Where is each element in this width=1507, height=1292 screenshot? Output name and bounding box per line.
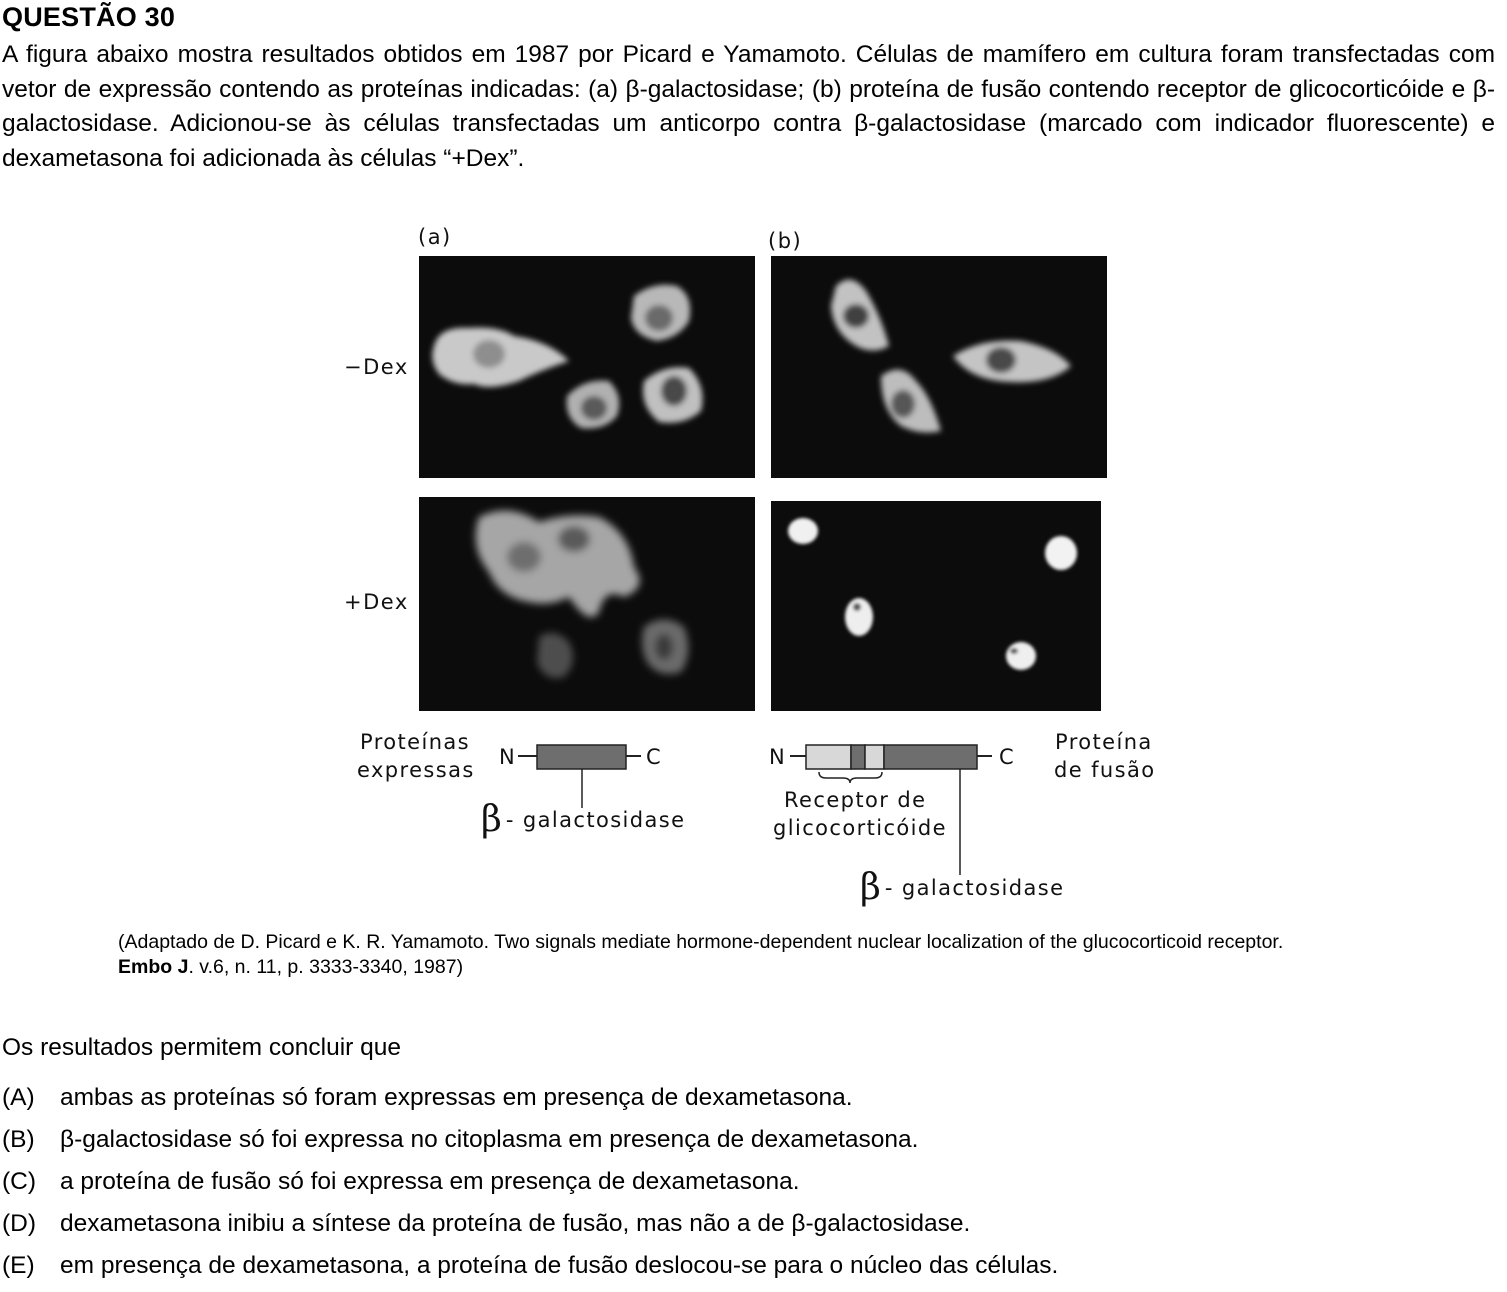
- citation-details: . v.6, n. 11, p. 3333-3340, 1987): [188, 956, 464, 978]
- option-text: dexametasona inibiu a síntese da proteín…: [60, 1210, 971, 1237]
- construct-a-n-terminus: N: [499, 745, 517, 769]
- option-text: em presença de dexametasona, a proteína …: [60, 1252, 1059, 1279]
- beta-symbol-b: β: [860, 867, 881, 908]
- fusion-protein-line1: Proteína: [1055, 730, 1153, 754]
- question-title: QUESTÃO 30: [2, 2, 176, 32]
- construct-a-beta-gal-bar: [536, 744, 627, 770]
- column-a-label: (a): [418, 225, 452, 249]
- proteins-expressed-line1: Proteínas: [360, 730, 471, 754]
- option-letter: (A): [2, 1084, 35, 1111]
- column-b-label: (b): [768, 229, 803, 253]
- option-letter: (B): [2, 1126, 35, 1153]
- row-plus-dex-label: +Dex: [344, 590, 409, 614]
- receptor-brace: [818, 771, 883, 784]
- fusion-protein-line2: de fusão: [1054, 758, 1156, 782]
- beta-symbol-a: β: [481, 799, 502, 840]
- construct-b-receptor-segment-1: [805, 744, 852, 770]
- option-text: a proteína de fusão só foi expressa em p…: [60, 1168, 800, 1195]
- receptor-label-line1: Receptor de: [784, 788, 927, 812]
- beta-gal-text-a: - galactosidase: [505, 808, 686, 832]
- figure-citation: (Adaptado de D. Picard e K. R. Yamamoto.…: [118, 930, 1495, 980]
- question-stem: A figura abaixo mostra resultados obtido…: [2, 41, 1495, 172]
- construct-b-c-terminus: C: [999, 745, 1016, 769]
- proteins-expressed-line2: expressas: [357, 758, 475, 782]
- citation-journal: Embo J: [118, 956, 189, 978]
- construct-b-n-terminus: N: [769, 745, 787, 769]
- question-prompt: Os resultados permitem concluir que: [2, 1034, 401, 1061]
- micrograph-a-plus-dex: [419, 497, 755, 711]
- construct-b-beta-gal-bar: [883, 744, 978, 770]
- beta-gal-text-b: - galactosidase: [884, 876, 1065, 900]
- option-letter: (E): [2, 1252, 35, 1279]
- option-text: ambas as proteínas só foram expressas em…: [60, 1084, 853, 1111]
- construct-b-beta-gal-label: β- galactosidase: [860, 870, 1065, 906]
- micrograph-b-minus-dex: [771, 256, 1107, 478]
- option-letter: (C): [2, 1168, 37, 1195]
- row-minus-dex-label: −Dex: [344, 355, 409, 379]
- receptor-label-line2: glicocorticóide: [773, 816, 947, 840]
- micrograph-b-plus-dex: [771, 501, 1101, 711]
- option-letter: (D): [2, 1210, 37, 1237]
- option-text: β-galactosidase só foi expressa no citop…: [60, 1126, 919, 1153]
- construct-b-receptor-segment-3: [864, 744, 885, 770]
- construct-a-beta-gal-label: β- galactosidase: [481, 802, 686, 838]
- construct-a-c-terminus: C: [646, 745, 663, 769]
- construct-b-receptor-segment-2: [850, 744, 866, 770]
- citation-text: (Adaptado de D. Picard e K. R. Yamamoto.…: [118, 931, 1284, 953]
- micrograph-a-minus-dex: [419, 256, 755, 478]
